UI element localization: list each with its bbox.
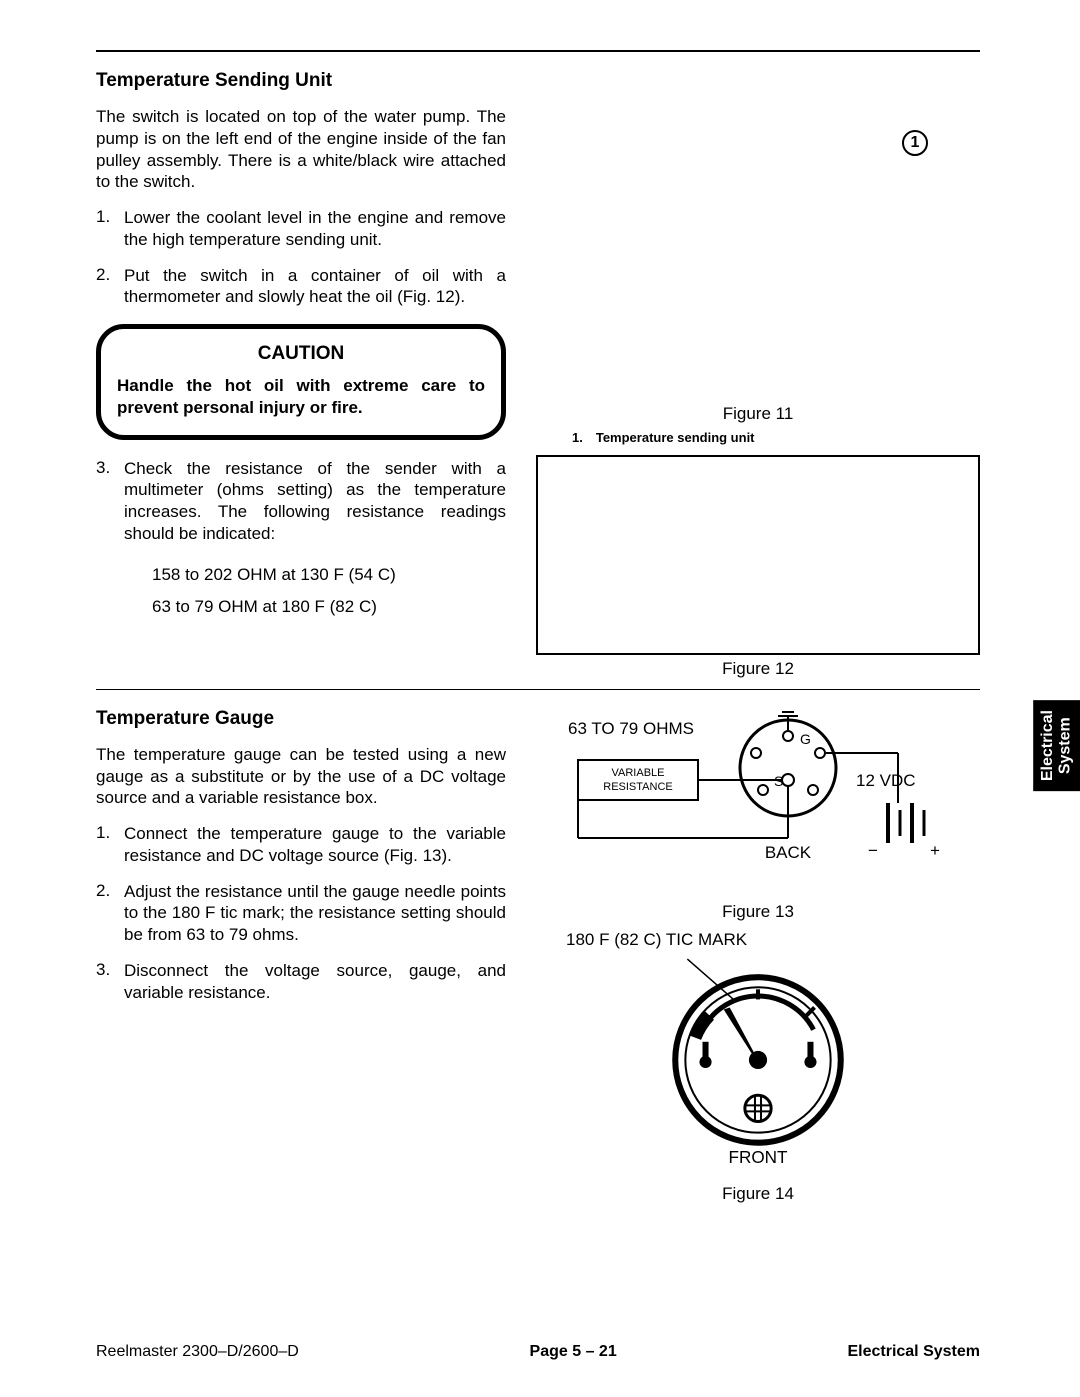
page-footer: Reelmaster 2300–D/2600–D Page 5 – 21 Ele…	[96, 1343, 980, 1361]
fig13-ohms-label: 63 TO 79 OHMS	[568, 719, 694, 738]
fig13-terminal-g: G	[800, 731, 811, 747]
figure-11-area: 1	[536, 70, 980, 400]
side-tab: ElectricalSystem	[1033, 700, 1080, 791]
reading-1: 158 to 202 OHM at 130 F (54 C)	[152, 559, 506, 591]
fig13-varres1: VARIABLE	[612, 767, 665, 779]
figure-12-box	[536, 455, 980, 655]
footer-right: Electrical System	[847, 1343, 980, 1361]
step-number: 3.	[96, 960, 124, 1004]
caution-text: Handle the hot oil with extreme care to …	[117, 375, 485, 419]
figure-13-caption: Figure 13	[536, 902, 980, 922]
figure-11-note: 1. Temperature sending unit	[536, 430, 980, 447]
step-number: 2.	[96, 265, 124, 309]
figure-11-caption: Figure 11	[536, 404, 980, 424]
top-rule	[96, 50, 980, 52]
step-number: 1.	[96, 207, 124, 251]
section2-heading: Temperature Gauge	[96, 708, 506, 730]
section2-step3: Disconnect the voltage source, gauge, an…	[124, 960, 506, 1004]
caution-box: CAUTION Handle the hot oil with extreme …	[96, 324, 506, 440]
section1-intro: The switch is located on top of the wate…	[96, 106, 506, 193]
section1-heading: Temperature Sending Unit	[96, 70, 506, 92]
reading-2: 63 to 79 OHM at 180 F (82 C)	[152, 591, 506, 623]
figure-13: 63 TO 79 OHMS VARIABLE RESISTANCE G S	[536, 708, 980, 898]
fig14-front: FRONT	[728, 1147, 788, 1167]
footer-center: Page 5 – 21	[530, 1343, 617, 1361]
step-number: 2.	[96, 881, 124, 946]
fig14-tic-label: 180 F (82 C) TIC MARK	[566, 930, 980, 950]
section1-step3: Check the resistance of the sender with …	[124, 458, 506, 545]
section2-intro: The temperature gauge can be tested usin…	[96, 744, 506, 809]
section2-step2: Adjust the resistance until the gauge ne…	[124, 881, 506, 946]
fig13-varres2: RESISTANCE	[603, 781, 672, 793]
fig13-back: BACK	[765, 843, 812, 862]
caution-title: CAUTION	[117, 343, 485, 365]
figure-14-caption: Figure 14	[536, 1184, 980, 1204]
figure-12-caption: Figure 12	[536, 659, 980, 679]
step-number: 3.	[96, 458, 124, 545]
figure-14: FRONT	[536, 950, 980, 1180]
callout-1: 1	[902, 130, 928, 156]
fig13-plus: +	[930, 841, 940, 860]
section1-step1: Lower the coolant level in the engine an…	[124, 207, 506, 251]
step-number: 1.	[96, 823, 124, 867]
fig13-minus: −	[868, 841, 878, 860]
section1-step2: Put the switch in a container of oil wit…	[124, 265, 506, 309]
mid-rule	[96, 689, 980, 690]
fig13-vdc: 12 VDC	[856, 771, 916, 790]
section2-step1: Connect the temperature gauge to the var…	[124, 823, 506, 867]
footer-left: Reelmaster 2300–D/2600–D	[96, 1343, 299, 1361]
